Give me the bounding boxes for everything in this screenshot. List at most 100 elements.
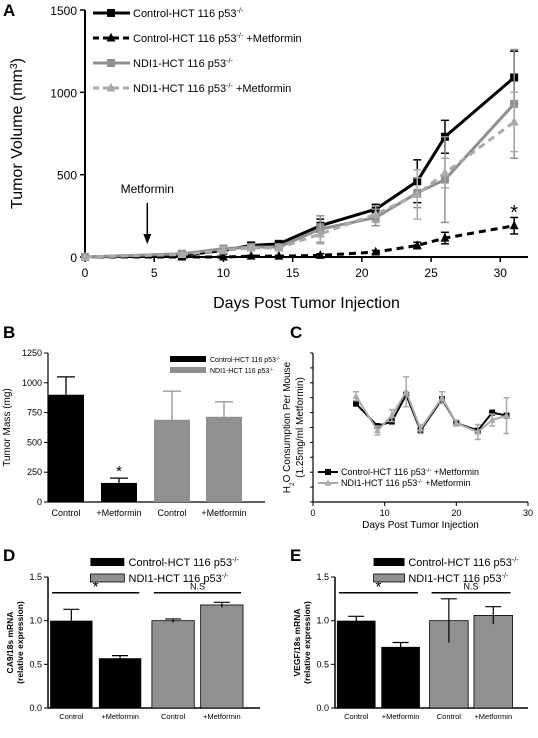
panel-a-tumor-volume-chart: 0 500 1000 1500 0 5 10 15 20 25 30 Days Post Tumor … [9, 4, 528, 312]
bar [98, 658, 142, 708]
x-tick-label: 0 [82, 266, 89, 280]
x-axis-title: Days Post Tumor Injection [362, 520, 479, 531]
category-label: Control [437, 712, 462, 721]
data-point [274, 242, 284, 252]
x-tick-label: 10 [380, 508, 390, 518]
y-tick-label: 0.5 [29, 659, 42, 669]
legend-swatch-marker [325, 469, 331, 475]
bar [101, 482, 137, 502]
category-label: +Metformin [474, 712, 512, 721]
panel-c-water-consumption-chart: 0 10 20 30 Days Post Tumor Injection H2O Cons… [282, 352, 533, 531]
legend-entry: Control-HCT 116 p53-/- [408, 556, 519, 569]
data-point [488, 416, 496, 423]
x-tick-label: 30 [494, 266, 508, 280]
x-tick-label: 0 [310, 508, 315, 518]
data-point [402, 387, 410, 395]
significance-label: N.S [464, 582, 479, 592]
category-label: +Metformin [382, 712, 420, 721]
data-point [218, 251, 228, 261]
legend-entry: NDI1-HCT 116 p53-/- +Metformin [133, 82, 291, 95]
data-point [489, 409, 496, 416]
y-tick-label: 500 [27, 437, 42, 447]
series-line [85, 224, 515, 259]
category-label: Control [157, 508, 186, 518]
series-3 [80, 91, 519, 261]
data-point [417, 425, 424, 432]
series-1 [352, 376, 510, 441]
y-axis-title-line2: (relative expression) [302, 601, 312, 684]
x-tick-label: 10 [217, 266, 231, 280]
bar [48, 394, 84, 502]
legend-entry: Control-HCT 116 p53-/- +Metformin [341, 467, 479, 477]
data-point [412, 240, 422, 249]
panel-letter-a: A [3, 1, 15, 20]
series-line [84, 120, 516, 259]
legend: Control-HCT 116 p53-/- NDI1-HCT 116 p53-/… [90, 556, 239, 585]
category-label: +Metformin [96, 508, 141, 518]
bar [206, 416, 242, 502]
x-tick-label: 20 [355, 266, 369, 280]
bar [381, 646, 420, 708]
data-point [509, 116, 519, 126]
legend-swatch [170, 356, 206, 362]
data-point [177, 249, 187, 259]
legend-swatch [373, 573, 405, 583]
legend-entry: Control-HCT 116 p53-/- [133, 7, 244, 20]
data-point [453, 419, 460, 426]
y-axis-title-line1: H2O Consumption Per Mouse [282, 361, 296, 493]
bar [200, 604, 244, 709]
legend-entry: Control-HCT 116 p53-/- [210, 356, 281, 365]
y-tick-label: 250 [27, 467, 42, 477]
x-tick-label: 5 [151, 266, 158, 280]
category-label: Control [344, 712, 369, 721]
legend-entry: NDI1-HCT 116 p53-/- [129, 572, 230, 585]
significance-star: * [116, 463, 122, 480]
y-tick-label: 0.0 [29, 703, 42, 713]
bar [473, 615, 513, 709]
x-tick-label: 20 [451, 508, 461, 518]
data-point [246, 242, 256, 252]
y-tick-label: 1.5 [316, 572, 329, 582]
significance-label: N.S [190, 582, 205, 592]
legend-swatch-marker [107, 59, 115, 67]
data-point [274, 250, 284, 260]
legend-entry: NDI1-HCT 116 p53-/- +Metformin [341, 478, 470, 488]
y-tick-label: 1.0 [29, 616, 42, 626]
category-label: Control [51, 508, 80, 518]
data-point [371, 246, 381, 256]
legend-swatch [90, 573, 125, 583]
bar [151, 620, 195, 709]
data-point [440, 232, 450, 242]
series-line [84, 76, 516, 259]
panel-letter-d: D [3, 546, 15, 565]
legend: Control-HCT 116 p53-/- NDI1-HCT 116 p53-/… [373, 556, 519, 585]
y-tick-label: 500 [57, 169, 77, 183]
x-tick-label: 25 [424, 266, 438, 280]
category-label: Control [59, 712, 84, 721]
legend-swatch [170, 367, 206, 373]
bar [50, 620, 93, 708]
legend-entry: NDI1-HCT 116 p53-/- [408, 572, 509, 585]
legend: Control-HCT 116 p53-/- NDI1-HCT 116 p53-/… [170, 356, 281, 375]
y-axis-title-line1: CA9/18s mRNA [5, 612, 15, 674]
category-label: +Metformin [203, 712, 241, 721]
data-point [315, 228, 325, 238]
y-axis-title-line1: VEGF/18s mRNA [292, 608, 302, 676]
y-tick-label: 750 [27, 408, 42, 418]
x-tick-label: 30 [523, 508, 533, 518]
legend: Control-HCT 116 p53-/- +MetforminNDI1-HC… [318, 467, 479, 488]
data-point [474, 428, 482, 435]
series-line [84, 102, 516, 259]
y-axis-title-line2: (relative expression) [15, 601, 25, 684]
x-tick-label: 15 [286, 266, 300, 280]
data-point [352, 392, 360, 399]
data-point [315, 250, 325, 259]
y-tick-label: 0 [70, 251, 77, 265]
y-tick-label: 1000 [50, 86, 77, 100]
legend-swatch [373, 558, 405, 566]
category-label: Control [161, 712, 186, 721]
legend-swatch-marker [106, 82, 116, 92]
significance-label: * [376, 579, 382, 596]
panel-d-ca9-mrna-chart: 0.0 0.5 1.0 1.5 CA9/18s mRNA (relative expres… [5, 556, 260, 721]
